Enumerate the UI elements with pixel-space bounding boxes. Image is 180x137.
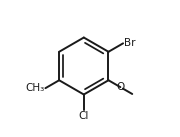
Text: Cl: Cl: [79, 111, 89, 121]
Text: CH₃: CH₃: [25, 83, 44, 93]
Text: O: O: [116, 82, 125, 92]
Text: Br: Br: [124, 38, 136, 48]
